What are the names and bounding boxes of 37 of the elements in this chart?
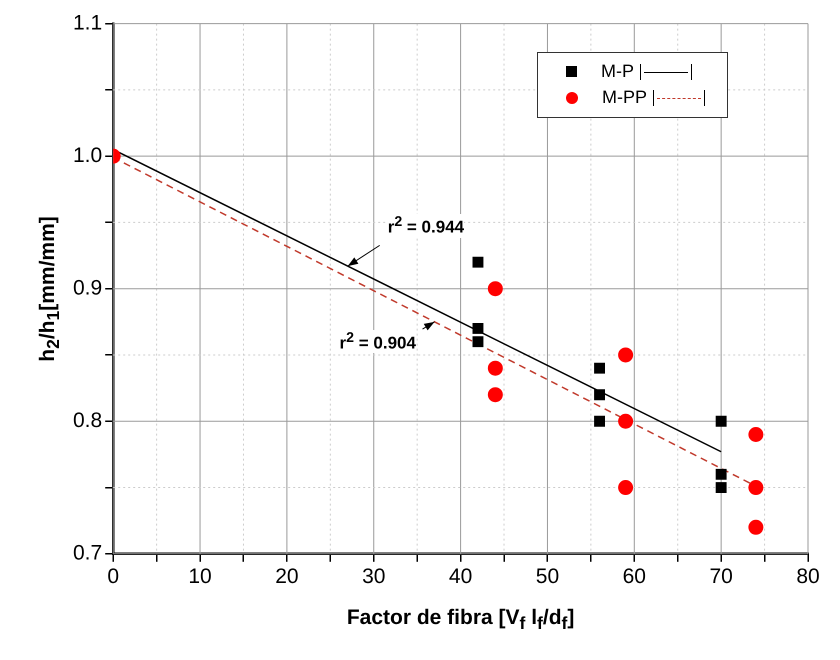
point <box>594 362 606 374</box>
x-tick-label: 50 <box>536 565 560 588</box>
point <box>472 336 484 348</box>
annotation: r$^{2}$ = 0.944 <box>388 214 464 238</box>
x-tick-label: 70 <box>709 565 733 588</box>
legend-label: M-P <box>601 61 634 82</box>
x-tick-label: 20 <box>275 565 299 588</box>
point <box>472 256 484 268</box>
point <box>618 480 634 496</box>
x-tick-label: 10 <box>188 565 212 588</box>
legend-label: M-PP <box>602 87 648 108</box>
point <box>594 416 606 427</box>
x-tick-label: 0 <box>107 565 120 588</box>
y-tick-label: 0.7 <box>72 542 102 565</box>
point <box>748 520 764 535</box>
point <box>488 281 503 296</box>
point <box>472 323 484 334</box>
annotation: r$^{2}$ = 0.904 <box>340 330 416 354</box>
point <box>748 427 764 442</box>
point <box>618 347 634 362</box>
point <box>716 468 727 480</box>
y-tick-label: 1.1 <box>72 11 102 34</box>
point <box>488 360 503 376</box>
x-tick-label: 80 <box>796 565 820 588</box>
x-tick-label: 30 <box>362 565 386 588</box>
point <box>716 416 727 427</box>
point <box>748 480 764 496</box>
point <box>488 387 503 402</box>
y-tick-label: 1.0 <box>72 144 102 167</box>
x-axis-title: Factor de fibra [V$_{f}$ l$_{f}$/d$_{f}$] <box>346 606 574 634</box>
point <box>716 482 727 493</box>
y-tick-label: 0.9 <box>72 276 102 300</box>
point <box>594 389 606 400</box>
point <box>618 414 634 429</box>
x-tick-label: 60 <box>622 565 646 588</box>
x-tick-label: 40 <box>448 565 472 588</box>
y-tick-label: 0.8 <box>72 409 102 432</box>
